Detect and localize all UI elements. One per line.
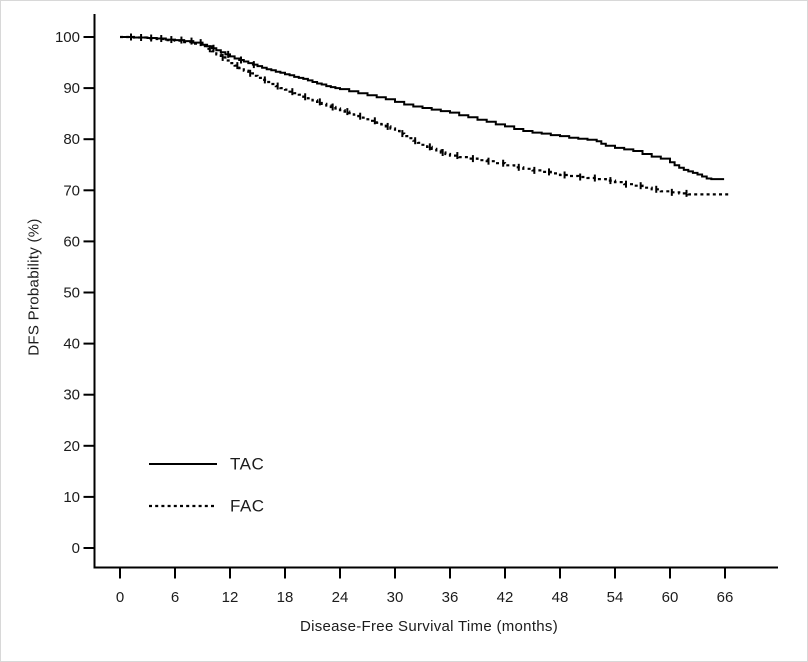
y-tick-label: 60 — [63, 233, 80, 250]
x-tick-label: 0 — [116, 589, 124, 606]
x-tick-label: 66 — [717, 589, 734, 606]
y-tick-label: 0 — [72, 540, 80, 557]
y-tick-label: 10 — [63, 489, 80, 506]
y-tick-label: 80 — [63, 131, 80, 148]
x-tick-label: 30 — [387, 589, 404, 606]
y-tick-label: 50 — [63, 285, 80, 302]
y-axis-title: DFS Probability (%) — [25, 218, 43, 356]
y-tick-label: 20 — [63, 438, 80, 455]
y-tick-label: 100 — [55, 29, 80, 46]
x-tick-label: 24 — [332, 589, 349, 606]
fac-curve — [120, 35, 730, 196]
x-tick-label: 12 — [222, 589, 239, 606]
x-tick-label: 42 — [497, 589, 514, 606]
y-tick-label: 90 — [63, 80, 80, 97]
tac-curve — [120, 36, 725, 181]
x-tick-label: 54 — [607, 589, 624, 606]
x-tick-label: 18 — [277, 589, 294, 606]
x-tick-label: 48 — [552, 589, 569, 606]
x-axis-title: Disease-Free Survival Time (months) — [299, 618, 559, 635]
x-tick-label: 6 — [171, 589, 179, 606]
legend-label-fac: FAC — [230, 496, 265, 516]
y-tick-label: 30 — [63, 387, 80, 404]
x-tick-label: 36 — [442, 589, 459, 606]
y-tick-label: 70 — [63, 182, 80, 199]
legend-label-tac: TAC — [230, 454, 265, 474]
y-tick-label: 40 — [63, 336, 80, 353]
x-tick-label: 60 — [662, 589, 679, 606]
fac-censor-marks — [208, 45, 688, 197]
